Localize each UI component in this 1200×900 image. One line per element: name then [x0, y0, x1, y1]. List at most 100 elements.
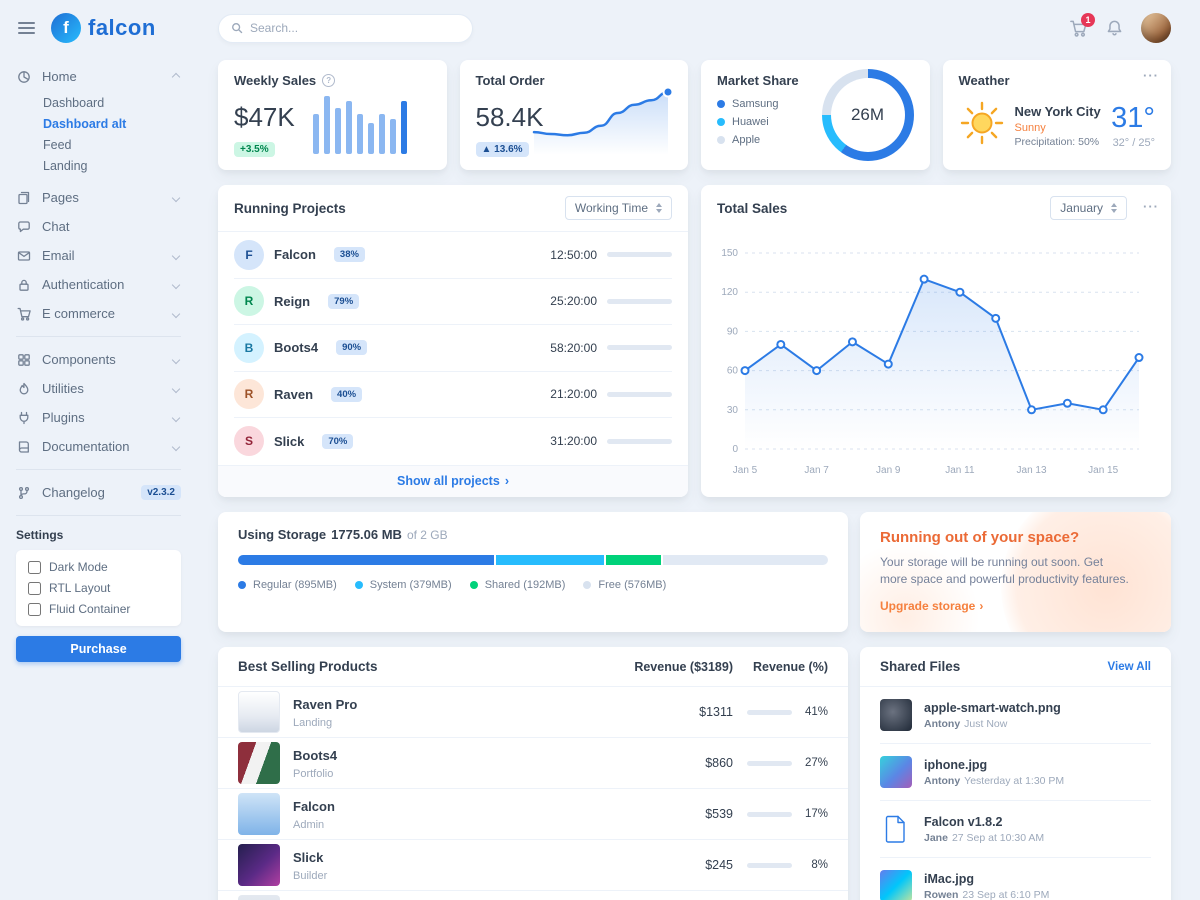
sidebar-item-pages[interactable]: Pages [0, 183, 195, 212]
list-item[interactable]: iphone.jpg Antony Yesterday at 1:30 PM [880, 744, 1151, 801]
search-box[interactable] [218, 13, 473, 43]
sidebar-item-utilities[interactable]: Utilities [0, 374, 195, 403]
chevron-right-icon: › [504, 474, 509, 489]
project-row[interactable]: S Slick 70% 31:20:00 [234, 418, 672, 465]
info-icon[interactable]: ? [322, 74, 336, 87]
project-avatar: R [234, 379, 264, 410]
best-selling-products-card: Best Selling Products Revenue ($3189) Re… [218, 647, 848, 900]
sidebar-item-home[interactable]: Home [0, 62, 195, 91]
sidebar-item-landing[interactable]: Landing [43, 159, 88, 173]
weekly-sales-bar-chart [312, 96, 431, 154]
sidebar-item-label: Pages [42, 190, 79, 205]
fluid-container-checkbox[interactable] [28, 602, 41, 616]
month-select[interactable]: January [1050, 196, 1127, 220]
table-row-partial[interactable] [218, 891, 848, 900]
rtl-layout-checkbox[interactable] [28, 581, 41, 595]
pages-icon [16, 191, 31, 205]
project-row[interactable]: B Boots4 90% 58:20:00 [234, 325, 672, 372]
project-time: 58:20:00 [550, 340, 597, 355]
table-row[interactable]: Raven Pro Landing $1311 41% [218, 687, 848, 738]
chevron-down-icon [171, 442, 181, 451]
search-input[interactable] [250, 21, 460, 35]
working-time-select[interactable]: Working Time [564, 196, 672, 220]
product-category[interactable]: Landing [293, 716, 333, 729]
revenue-percent-bar [747, 811, 792, 817]
hamburger-menu-icon[interactable] [14, 18, 39, 38]
revenue-percent-bar [747, 709, 792, 715]
sidebar-item-chat[interactable]: Chat [0, 212, 195, 241]
settings-heading: Settings [16, 528, 64, 542]
purchase-button[interactable]: Purchase [16, 636, 181, 662]
rtl-layout-toggle[interactable]: RTL Layout [28, 581, 169, 595]
sidebar-item-ecommerce[interactable]: E commerce [0, 299, 195, 328]
fluid-container-toggle[interactable]: Fluid Container [28, 602, 169, 616]
project-row[interactable]: R Raven 40% 21:20:00 [234, 372, 672, 418]
notifications-button[interactable] [1105, 19, 1124, 38]
revenue-percent-label: 27% [804, 757, 828, 769]
running-projects-card: Running Projects Working Time F Falcon 3… [218, 185, 688, 497]
legend-item-system: System (379MB) [354, 579, 452, 591]
revenue-percent-label: 8% [811, 859, 828, 871]
table-row[interactable]: Slick Builder $245 8% [218, 840, 848, 891]
shared-files-title: Shared Files [880, 659, 961, 674]
legend-item-free: Free (576MB) [583, 579, 666, 591]
list-item[interactable]: apple-smart-watch.png Antony Just Now [880, 687, 1151, 744]
ellipsis-menu-icon[interactable]: ··· [1143, 199, 1159, 214]
chevron-up-icon [171, 72, 181, 81]
upsell-title: Running out of your space? [880, 529, 1080, 546]
product-thumbnail [238, 895, 280, 900]
show-all-projects-link[interactable]: Show all projects › [218, 464, 688, 497]
sidebar-item-feed[interactable]: Feed [43, 138, 72, 152]
sidebar-item-authentication[interactable]: Authentication [0, 270, 195, 299]
product-name: Boots4 [293, 747, 338, 763]
svg-text:Jan 5: Jan 5 [733, 465, 758, 476]
project-row[interactable]: F Falcon 38% 12:50:00 [234, 232, 672, 279]
cart-button[interactable]: 1 [1069, 12, 1095, 38]
project-time: 31:20:00 [550, 434, 597, 449]
product-category[interactable]: Admin [293, 818, 325, 831]
sidebar-item-changelog[interactable]: Changelog v2.3.2 [0, 478, 195, 507]
huawei-dot [717, 118, 725, 126]
list-item[interactable]: Falcon v1.8.2 Jane 27 Sep at 10:30 AM [880, 801, 1151, 858]
storage-row: Using Storage 1775.06 MB of 2 GB Regular… [218, 512, 1171, 632]
sidebar-item-components[interactable]: Components [0, 345, 195, 374]
project-name: Slick [274, 433, 305, 449]
total-order-value: 58.4K [475, 102, 544, 132]
revenue-percent-label: 41% [804, 706, 828, 718]
product-category[interactable]: Builder [293, 869, 328, 882]
main-content: 1 Weekly Sales ? $47K +3.5% Total Ord [195, 0, 1200, 900]
sidebar-item-dashboard-alt[interactable]: Dashboard alt [43, 117, 127, 131]
project-avatar: F [234, 239, 264, 270]
dark-mode-toggle[interactable]: Dark Mode [28, 560, 169, 574]
sidebar-item-documentation[interactable]: Documentation [0, 432, 195, 461]
components-icon [16, 353, 31, 367]
market-share-center-value: 26M [850, 105, 885, 124]
weekly-sales-badge: +3.5% [234, 142, 275, 157]
table-row[interactable]: Falcon Admin $539 17% [218, 789, 848, 840]
svg-text:150: 150 [721, 248, 738, 259]
dark-mode-checkbox[interactable] [28, 560, 41, 574]
ellipsis-menu-icon[interactable]: ··· [1143, 68, 1159, 83]
sidebar-item-plugins[interactable]: Plugins [0, 403, 195, 432]
upgrade-storage-link[interactable]: Upgrade storage › [880, 599, 983, 613]
chevron-down-icon [171, 384, 181, 393]
table-row[interactable]: Boots4 Portfolio $860 27% [218, 738, 848, 789]
code-branch-icon [16, 486, 31, 500]
file-name: iphone.jpg [924, 757, 988, 772]
view-all-link[interactable]: View All [1107, 660, 1151, 673]
product-category[interactable]: Portfolio [293, 767, 334, 780]
project-name: Raven [274, 386, 314, 402]
project-percent-badge: 38% [333, 247, 365, 263]
user-avatar[interactable] [1141, 13, 1171, 43]
falcon-logo[interactable]: f falcon [51, 13, 156, 43]
sidebar: f falcon Home Dashboard Dashboard alt Fe… [0, 0, 195, 900]
list-item[interactable]: iMac.jpg Rowen 23 Sep at 6:10 PM [880, 858, 1151, 900]
project-row[interactable]: R Reign 79% 25:20:00 [234, 279, 672, 325]
svg-text:0: 0 [732, 444, 738, 455]
decorative-blob [1001, 512, 1171, 632]
sidebar-item-dashboard[interactable]: Dashboard [43, 96, 105, 110]
sidebar-item-email[interactable]: Email [0, 241, 195, 270]
weather-temperature: 31° [1111, 102, 1155, 134]
svg-text:90: 90 [727, 326, 739, 337]
file-owner: Rowen [924, 888, 959, 900]
